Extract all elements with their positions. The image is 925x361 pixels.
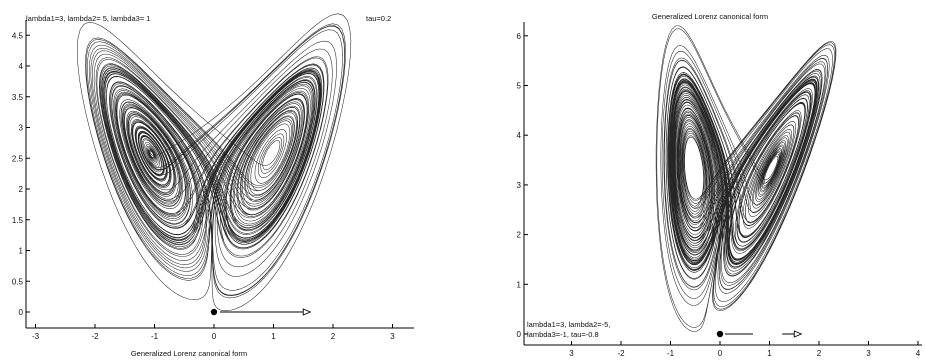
y-tick-label: 4.5	[12, 31, 24, 40]
y-tick-label: 2.5	[12, 154, 24, 163]
attractor-trajectory	[655, 25, 837, 332]
y-tick-label: 3	[517, 181, 522, 190]
axes-right	[523, 22, 922, 346]
annotation-right-params-1: lambda1=3, lambda2=-5,	[527, 320, 610, 329]
y-tick-label: 1	[19, 247, 24, 256]
x-tick-label: 4	[916, 349, 921, 358]
x-tick-label: -2	[91, 332, 99, 341]
x-tick-label: 1	[767, 349, 772, 358]
y-tick-label: 1	[517, 280, 522, 289]
annotation-left-params: lambda1=3, lambda2= 5, lambda3= 1	[26, 14, 150, 23]
x-tick-label: 0	[212, 332, 217, 341]
arrow-head	[793, 330, 803, 338]
y-tick-label: 0.5	[12, 277, 24, 286]
marks-right	[716, 330, 803, 338]
arrow-head	[302, 308, 312, 316]
y-tick-label: 3.5	[12, 93, 24, 102]
x-tick-label: -3	[32, 332, 40, 341]
x-tick-label: 2	[331, 332, 336, 341]
chart-left-title: Generalized Lorenz canonical form	[131, 349, 247, 358]
x-tick-label: -2	[617, 349, 625, 358]
x-tick-label: 1	[271, 332, 276, 341]
x-tick-label: 2	[817, 349, 822, 358]
annotation-left-tau: tau=0.2	[366, 14, 391, 23]
equilibrium-marker	[210, 308, 218, 316]
x-tick-label: 3	[866, 349, 871, 358]
x-tick-label: 3	[390, 332, 395, 341]
y-tick-label: 5	[517, 82, 522, 91]
y-tick-label: 6	[517, 32, 522, 41]
y-tick-label: 1.5	[12, 216, 24, 225]
x-tick-label: 3	[569, 349, 574, 358]
y-tick-label: 2	[19, 185, 24, 194]
chart-right-title: Generalized Lorenz canonical form	[652, 12, 768, 21]
chart-right: 0 1 2 3 4 5 6 3 -2 -1 0 1 2 3 4 Generalized Lorenz can…	[517, 12, 922, 358]
axes-left	[25, 20, 414, 329]
attractor-left-curves	[76, 13, 352, 312]
annotation-right-params-2: lambda3=-1, tau=-0.8	[527, 330, 599, 339]
y-tick-label: 0	[19, 308, 24, 317]
y-tick-label: 4	[19, 62, 24, 71]
ticks-left: 0 0.5 1 1.5 2 2.5 3 3.5 4 4.5 -3 -2 -1 0 1 2 3	[12, 31, 395, 341]
ticks-right: 0 1 2 3 4 5 6 3 -2 -1 0 1 2 3 4	[517, 32, 921, 358]
attractor-right-curves	[655, 25, 837, 332]
x-tick-label: 0	[718, 349, 723, 358]
x-tick-label: -1	[667, 349, 675, 358]
x-tick-label: -1	[151, 332, 159, 341]
attractor-trajectory	[76, 13, 352, 312]
marks-left	[210, 308, 312, 316]
y-tick-label: 3	[19, 124, 24, 133]
equilibrium-marker	[716, 330, 724, 338]
y-tick-label: 2	[517, 231, 522, 240]
chart-left: 0 0.5 1 1.5 2 2.5 3 3.5 4 4.5 -3 -2 -1 0 1 2 3 lambda1=3…	[12, 13, 414, 358]
y-tick-label: 4	[517, 131, 522, 140]
y-tick-label: 0	[517, 330, 522, 339]
